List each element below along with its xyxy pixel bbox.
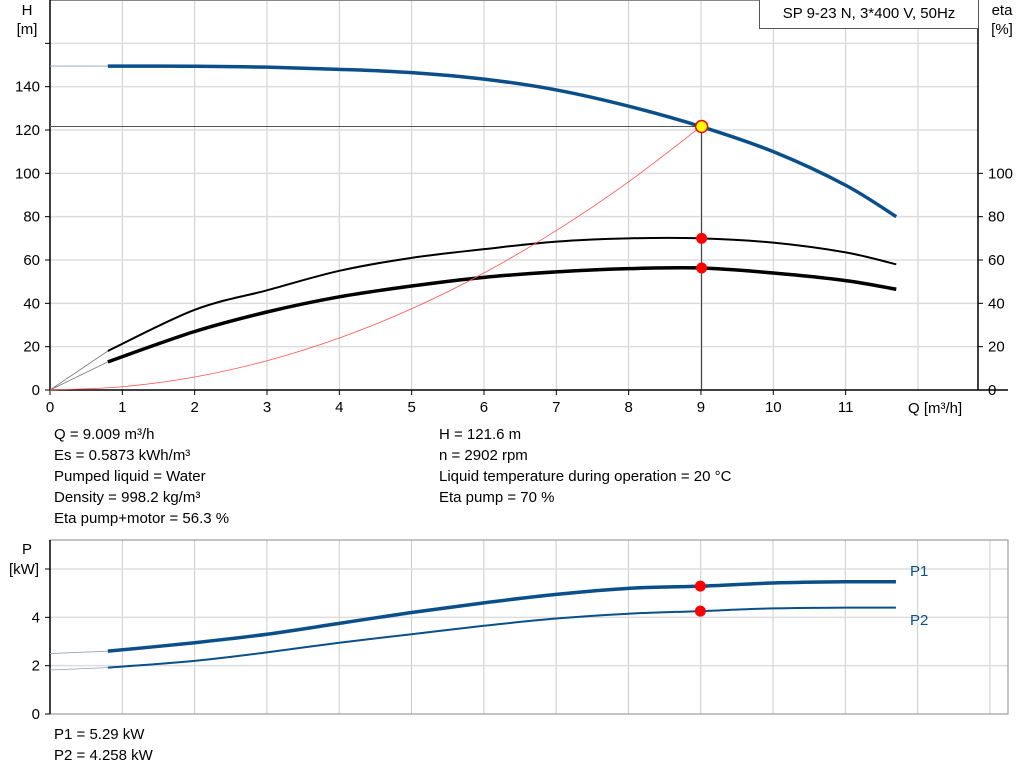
p-y-tick-label: 0 (32, 706, 40, 723)
y2-tick-label: 0 (988, 382, 996, 399)
x-tick-label: 9 (697, 399, 705, 416)
y-tick-label: 20 (23, 339, 40, 356)
p-y-tick-label: 2 (32, 658, 40, 675)
info-liquid: Pumped liquid = Water (54, 468, 206, 485)
y-tick-label: 80 (23, 209, 40, 226)
y-tick-label: 40 (23, 295, 40, 312)
x-tick-label: 1 (118, 399, 126, 416)
curve-eta_pump (107, 236, 897, 352)
y-tick-label: 0 (32, 382, 40, 399)
y-axis-label: H (22, 2, 33, 19)
legend-P2: P2 (910, 612, 928, 629)
info-h: H = 121.6 m (439, 426, 522, 443)
p-axis-unit: [kW] (9, 561, 39, 578)
x-tick-label: 4 (335, 399, 343, 416)
x-tick-label: 7 (552, 399, 560, 416)
curve-extrapolation-eta_pump (49, 350, 109, 391)
curve-H (107, 64, 898, 219)
info-n: n = 2902 rpm (439, 447, 528, 464)
x-tick-label: 5 (407, 399, 415, 416)
info-density: Density = 998.2 kg/m³ (54, 489, 201, 506)
info-right: H = 121.6 m n = 2902 rpm Liquid temperat… (439, 424, 731, 508)
y-tick-label: 100 (15, 165, 40, 182)
duty-point-h (694, 119, 709, 134)
info-power: P1 = 5.29 kW P2 = 4.258 kW (54, 724, 153, 766)
duty-point-p2 (694, 605, 706, 617)
curve-P2 (107, 606, 896, 669)
plot-frame (49, 539, 1009, 715)
y2-tick-label: 100 (988, 165, 1013, 182)
y2-tick-label: 40 (988, 295, 1005, 312)
y-axis-unit: [m] (17, 21, 38, 38)
info-temp: Liquid temperature during operation = 20… (439, 468, 732, 485)
y-tick-label: 140 (15, 79, 40, 96)
y-tick-label: 60 (23, 252, 40, 269)
info-eta-pump: Eta pump = 70 % (439, 489, 555, 506)
curve-extrapolation-eta_total (49, 361, 109, 391)
y2-tick-label: 60 (988, 252, 1005, 269)
info-left: Q = 9.009 m³/h Es = 0.5873 kWh/m³ Pumped… (54, 424, 229, 529)
info-q: Q = 9.009 m³/h (54, 426, 155, 443)
p-axis-label: P (22, 541, 32, 558)
x-axis-label: Q [m³/h] (908, 400, 962, 417)
x-tick-label: 6 (480, 399, 488, 416)
y2-tick-label: 20 (988, 339, 1005, 356)
duty-point-eta-pump (696, 232, 708, 244)
curve-P1 (107, 579, 896, 653)
info-es: Es = 0.5873 kWh/m³ (54, 447, 191, 464)
x-tick-label: 10 (765, 399, 782, 416)
chart-title: SP 9-23 N, 3*400 V, 50Hz (759, 0, 979, 29)
duty-point-p1 (694, 580, 706, 592)
y2-axis-label: eta (992, 2, 1014, 19)
curve-eta_total (107, 265, 897, 364)
y2-tick-label: 80 (988, 209, 1005, 226)
y-tick-label: 120 (15, 122, 40, 139)
curve-system (49, 126, 702, 391)
info-eta-total: Eta pump+motor = 56.3 % (54, 510, 230, 527)
info-p1: P1 = 5.29 kW (54, 726, 145, 743)
legend-P1: P1 (910, 563, 928, 580)
curve-extrapolation-P2 (49, 667, 108, 671)
duty-point-eta-total (696, 262, 708, 274)
x-tick-label: 3 (263, 399, 271, 416)
x-tick-label: 2 (190, 399, 198, 416)
x-tick-label: 0 (46, 399, 54, 416)
x-tick-label: 8 (624, 399, 632, 416)
info-p2: P2 = 4.258 kW (54, 747, 153, 764)
curve-extrapolation-P1 (49, 650, 108, 654)
x-tick-label: 11 (838, 399, 854, 416)
p-y-tick-label: 4 (32, 609, 40, 626)
y2-axis-unit: [%] (991, 21, 1013, 38)
